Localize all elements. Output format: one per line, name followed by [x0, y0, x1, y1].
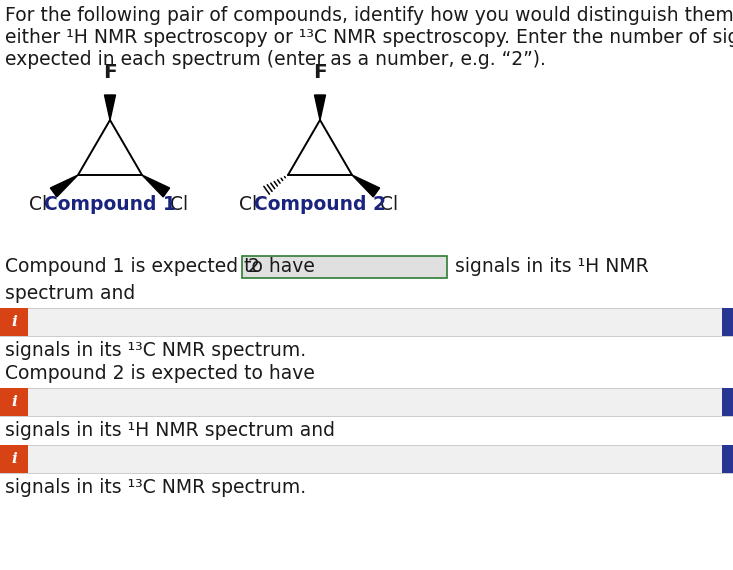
Text: F: F [103, 63, 117, 82]
Text: Compound 2: Compound 2 [254, 195, 386, 214]
Text: i: i [11, 452, 17, 466]
Polygon shape [51, 175, 78, 197]
Text: For the following pair of compounds, identify how you would distinguish them usi: For the following pair of compounds, ide… [5, 6, 733, 25]
Bar [722, 308, 733, 336]
Bar [0, 445, 28, 473]
Polygon shape [314, 95, 325, 120]
Text: i: i [11, 395, 17, 409]
Bar [0, 445, 733, 473]
Text: Compound 1: Compound 1 [44, 195, 176, 214]
Text: signals in its ¹³C NMR spectrum.: signals in its ¹³C NMR spectrum. [5, 478, 306, 497]
Polygon shape [352, 175, 380, 197]
Text: Cl: Cl [380, 196, 399, 214]
Text: expected in each spectrum (enter as a number, e.g. “2”).: expected in each spectrum (enter as a nu… [5, 50, 546, 69]
Bar [722, 388, 733, 416]
Text: either ¹H NMR spectroscopy or ¹³C NMR spectroscopy. Enter the number of signals: either ¹H NMR spectroscopy or ¹³C NMR sp… [5, 28, 733, 47]
Bar [722, 445, 733, 473]
Bar [0, 388, 28, 416]
Text: signals in its ¹³C NMR spectrum.: signals in its ¹³C NMR spectrum. [5, 341, 306, 360]
Text: Cl: Cl [240, 196, 257, 214]
Bar [242, 256, 447, 278]
Text: Cl: Cl [170, 196, 188, 214]
Text: spectrum and: spectrum and [5, 284, 136, 303]
Text: signals in its ¹H NMR spectrum and: signals in its ¹H NMR spectrum and [5, 421, 335, 440]
Polygon shape [142, 175, 169, 197]
Bar [0, 308, 733, 336]
Text: 2: 2 [248, 258, 260, 276]
Text: Cl: Cl [29, 196, 48, 214]
Polygon shape [105, 95, 116, 120]
Text: Compound 2 is expected to have: Compound 2 is expected to have [5, 364, 315, 383]
Text: F: F [313, 63, 327, 82]
Text: signals in its ¹H NMR: signals in its ¹H NMR [455, 257, 649, 276]
Bar [0, 388, 733, 416]
Text: i: i [11, 315, 17, 329]
Text: Compound 1 is expected to have: Compound 1 is expected to have [5, 257, 315, 276]
Bar [0, 308, 28, 336]
